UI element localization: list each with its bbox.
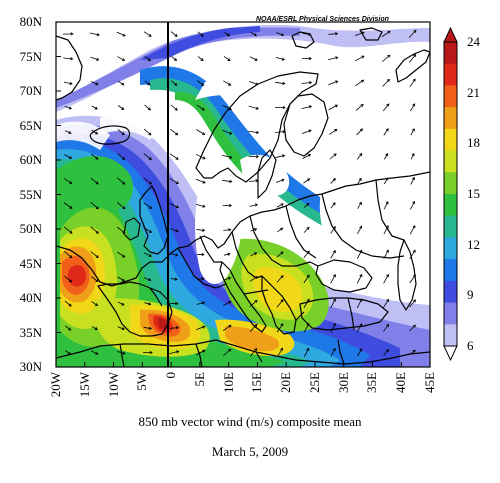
- colorbar-segment: [444, 107, 457, 129]
- colorbar-tick-label: 24: [467, 34, 480, 50]
- longitude-label: 5W: [134, 372, 150, 408]
- colorbar-tick-label: 6: [467, 338, 474, 354]
- colorbar-tick-label: 15: [467, 186, 480, 202]
- latitude-label: 50N: [4, 221, 42, 237]
- colorbar: [444, 28, 457, 360]
- colorbar-segment: [444, 194, 457, 216]
- colorbar-segment: [444, 259, 457, 281]
- credit-label: NOAA/ESRL Physical Sciences Division: [256, 16, 389, 23]
- colorbar-max-arrow: [444, 28, 457, 42]
- longitude-label: 20E: [278, 372, 294, 408]
- colorbar-tick-label: 9: [467, 287, 474, 303]
- map-caption: 850 mb vector wind (m/s) composite mean: [0, 414, 500, 430]
- latitude-label: 80N: [4, 14, 42, 30]
- colorbar-segment: [444, 172, 457, 194]
- colorbar-tick-label: 21: [467, 85, 480, 101]
- longitude-label: 45E: [422, 372, 438, 408]
- longitude-label: 40E: [393, 372, 409, 408]
- latitude-label: 55N: [4, 187, 42, 203]
- colorbar-segment: [444, 64, 457, 86]
- colorbar-segment: [444, 42, 457, 64]
- latitude-label: 30N: [4, 359, 42, 375]
- colorbar-segment: [444, 324, 457, 346]
- longitude-label: 25E: [307, 372, 323, 408]
- colorbar-segment: [444, 281, 457, 303]
- latitude-label: 65N: [4, 118, 42, 134]
- colorbar-segment: [444, 129, 457, 151]
- map-date: March 5, 2009: [0, 444, 500, 460]
- longitude-label: 15W: [77, 372, 93, 408]
- colorbar-segment: [444, 85, 457, 107]
- longitude-label: 35E: [364, 372, 380, 408]
- colorbar-segment: [444, 151, 457, 173]
- colorbar-tick-label: 18: [467, 135, 480, 151]
- longitude-label: 10W: [106, 372, 122, 408]
- longitude-label: 20W: [48, 372, 64, 408]
- longitude-label: 15E: [249, 372, 265, 408]
- latitude-label: 40N: [4, 290, 42, 306]
- latitude-label: 75N: [4, 49, 42, 65]
- longitude-label: 10E: [221, 372, 237, 408]
- colorbar-tick-label: 12: [467, 237, 480, 253]
- longitude-label: 0: [163, 372, 179, 408]
- longitude-label: 30E: [336, 372, 352, 408]
- latitude-label: 60N: [4, 152, 42, 168]
- wind-speed-field: [56, 22, 430, 367]
- longitude-label: 5E: [192, 372, 208, 408]
- colorbar-segment: [444, 237, 457, 259]
- colorbar-segment: [444, 216, 457, 238]
- latitude-label: 70N: [4, 83, 42, 99]
- latitude-label: 45N: [4, 256, 42, 272]
- latitude-label: 35N: [4, 325, 42, 341]
- colorbar-min-arrow: [444, 346, 457, 360]
- colorbar-segment: [444, 303, 457, 325]
